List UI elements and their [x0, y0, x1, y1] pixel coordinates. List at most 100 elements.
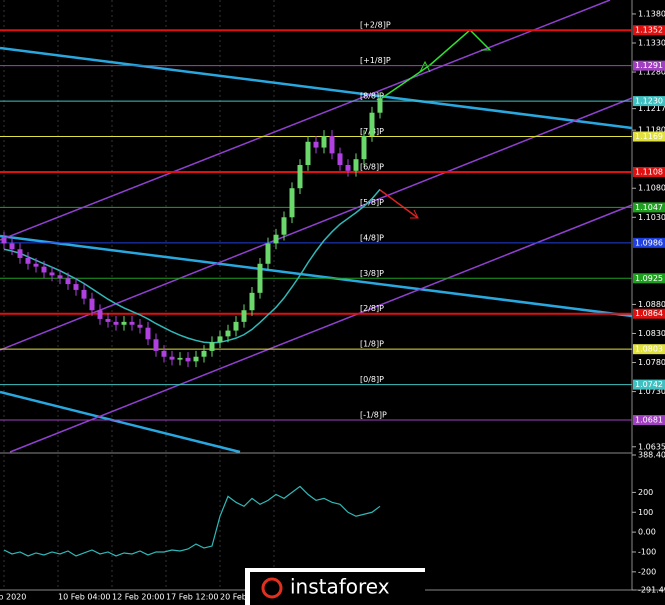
candle-body [57, 275, 63, 279]
y-tick-label: 1.1330 [638, 38, 665, 47]
candle-body [65, 278, 71, 285]
level-price: 1.0864 [635, 309, 663, 318]
candle-body [89, 298, 95, 311]
level-price: 1.0986 [635, 238, 663, 247]
candle-body [329, 135, 335, 154]
y-tick-label: 1.1080 [638, 184, 665, 193]
y-tick-label: 1.1280 [638, 68, 665, 77]
level-price-box [633, 308, 665, 319]
level-price-box [633, 237, 665, 248]
y-tick-label: 1.1380 [638, 9, 665, 18]
level-name: [-1/8]P [360, 411, 387, 420]
indicator-tick-label: -100 [638, 547, 656, 556]
level-price-box [633, 202, 665, 213]
level-name: [+1/8]P [360, 56, 391, 65]
candle-body [185, 357, 191, 362]
level-price-box [633, 273, 665, 284]
candle-body [297, 164, 303, 189]
candle-body [289, 188, 295, 218]
candle-body [17, 249, 23, 258]
candle-body [145, 327, 151, 340]
level-name: [8/8]P [360, 92, 384, 101]
level-price: 1.1352 [635, 26, 663, 35]
level-name: [4/8]P [360, 233, 384, 242]
level-price: 1.0925 [635, 274, 663, 283]
time-label: 6 Feb 2020 [0, 593, 26, 602]
y-tick-label: 1.0780 [638, 358, 665, 367]
candle-body [313, 141, 319, 148]
candle-body [225, 330, 231, 337]
candle-body [81, 289, 87, 299]
level-name: [0/8]P [360, 375, 384, 384]
level-name: [5/8]P [360, 198, 384, 207]
candle-body [249, 292, 255, 311]
time-label: 10 Feb 04:00 [58, 593, 110, 602]
indicator-tick-label: -200 [638, 567, 656, 576]
candle-body [353, 159, 359, 171]
time-label: 12 Feb 20:00 [112, 593, 164, 602]
y-tick-label: 1.0880 [638, 300, 665, 309]
candle-body [305, 141, 311, 165]
candle-body [273, 234, 279, 244]
candle-body [153, 339, 159, 351]
level-price: 1.1108 [635, 167, 663, 176]
candle-body [105, 318, 111, 322]
candle-body [337, 153, 343, 165]
trend-lines [0, 0, 633, 454]
level-price-box [633, 166, 665, 177]
candle-body [209, 342, 215, 351]
candle-body [161, 350, 167, 357]
candle-body [193, 356, 199, 362]
level-price: 1.1291 [635, 61, 663, 70]
level-price-box [633, 131, 665, 142]
level-price-box [633, 25, 665, 36]
indicator-tick-label: 100 [638, 508, 653, 517]
indicator-tick-label: 200 [638, 488, 653, 497]
y-tick-label: 1.1217 [638, 104, 665, 113]
indicator-tick-label: 388.4089 [638, 451, 665, 460]
y-tick-label: 1.1030 [638, 213, 665, 222]
level-name: [3/8]P [360, 269, 384, 278]
candle-body [345, 164, 351, 171]
candle-body [137, 324, 143, 328]
indicator-tick-label: -291.498 [638, 586, 665, 595]
candle-body [169, 356, 175, 360]
candle-body [361, 135, 367, 160]
level-price: 1.0681 [635, 416, 663, 425]
candle-body [233, 321, 239, 331]
candle-body [369, 112, 375, 136]
indicator-line [3, 485, 381, 557]
y-tick-label: 1.0635 [638, 442, 665, 451]
watermark: instaforex [245, 568, 425, 605]
y-tick-label: 1.0830 [638, 329, 665, 338]
level-price-box [633, 379, 665, 390]
moving-average [3, 188, 381, 344]
level-name: [2/8]P [360, 304, 384, 313]
candle-body [321, 135, 327, 148]
candle-body [217, 336, 223, 343]
candle-body [97, 310, 103, 319]
y-tick-label: 1.0730 [638, 387, 665, 396]
candle-body [265, 243, 271, 264]
level-price: 1.1047 [635, 203, 663, 212]
y-tick-label: 1.1180 [638, 126, 665, 135]
candle-body [33, 263, 39, 267]
level-price-box [633, 344, 665, 355]
candle-body [281, 217, 287, 235]
level-price: 1.0742 [635, 380, 663, 389]
candle-body [257, 263, 263, 293]
level-price: 1.1230 [635, 97, 663, 106]
candle-body [9, 243, 15, 250]
candle-body [177, 357, 183, 360]
time-label: 17 Feb 12:00 [166, 593, 218, 602]
candle-body [201, 350, 207, 357]
candle-body [73, 284, 79, 290]
candle-body [377, 98, 383, 113]
level-price-box [633, 96, 665, 107]
level-name: [+2/8]P [360, 21, 391, 30]
indicator-tick-label: 0.00 [638, 528, 656, 537]
level-price-box [633, 60, 665, 71]
level-price: 1.0803 [635, 345, 663, 354]
candle-body [41, 266, 47, 273]
